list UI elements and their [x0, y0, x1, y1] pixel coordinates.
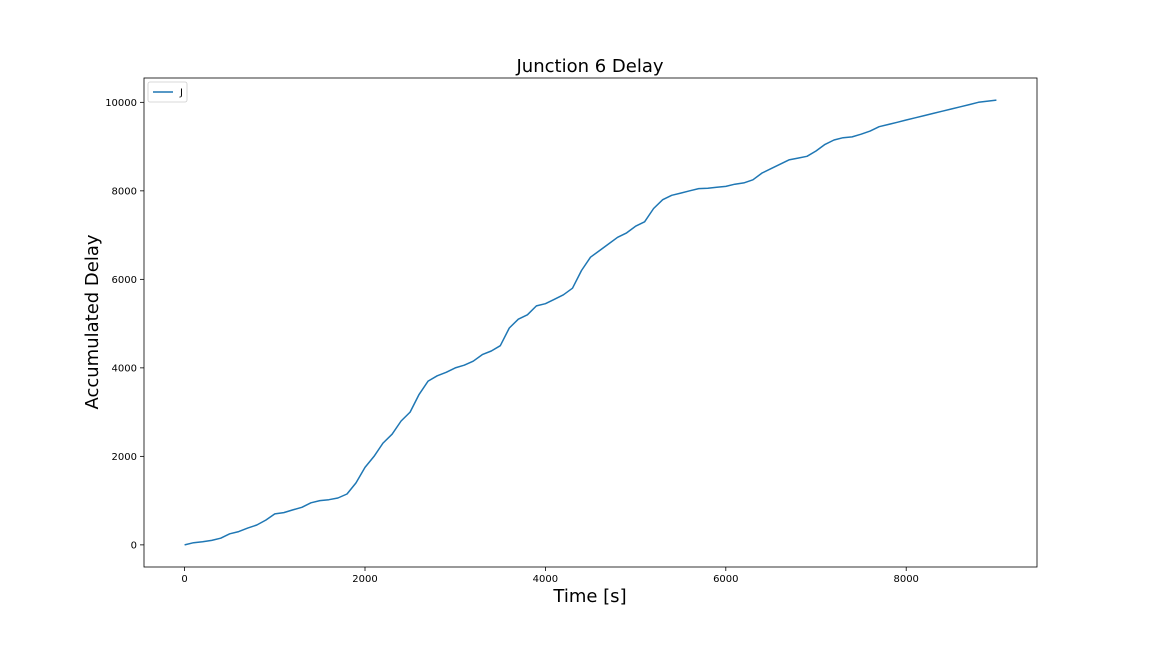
- y-axis-ticks: 0 2000 4000 6000 8000 10000: [105, 98, 144, 551]
- x-tick-label: 6000: [713, 574, 738, 585]
- x-tick-label: 4000: [533, 574, 558, 585]
- y-axis-label: Accumulated Delay: [82, 234, 103, 409]
- series-line: [184, 99, 997, 546]
- chart-title: Junction 6 Delay: [515, 56, 663, 77]
- x-tick-label: 8000: [893, 574, 918, 585]
- legend: J: [147, 81, 188, 103]
- y-tick-label: 0: [131, 540, 137, 551]
- y-tick-label: 6000: [112, 275, 137, 286]
- legend-label: J: [179, 88, 183, 99]
- y-tick-label: 4000: [112, 363, 137, 374]
- x-axis-label: Time [s]: [552, 586, 626, 607]
- plot-area: [144, 78, 1037, 567]
- y-tick-label: 10000: [105, 98, 137, 109]
- x-tick-label: 0: [181, 574, 187, 585]
- y-tick-label: 2000: [112, 452, 137, 463]
- plot-frame: [143, 77, 1038, 568]
- x-axis-ticks: 0 2000 4000 6000 8000: [181, 567, 919, 585]
- y-tick-label: 8000: [112, 186, 137, 197]
- x-tick-label: 2000: [352, 574, 377, 585]
